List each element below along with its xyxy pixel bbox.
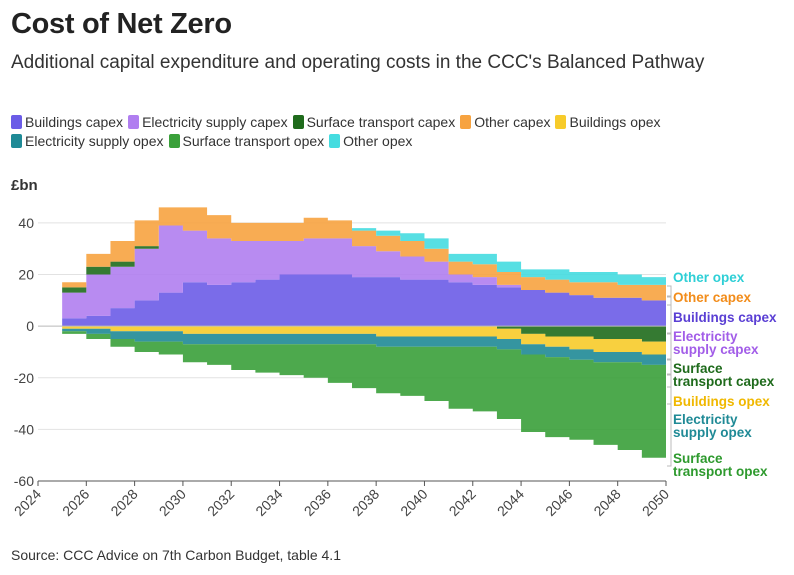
y-tick-label: 0 <box>26 318 34 334</box>
end-label-bracket <box>667 374 672 388</box>
end-label-text: Buildings opex <box>673 394 770 409</box>
legend-item-surface-transport-capex: Surface transport capex <box>292 113 456 132</box>
end-label-text: Surface <box>673 451 723 466</box>
end-label-bracket <box>667 333 672 360</box>
axes: 2024 2026 2028 2030 2032 2034 2036 2038 2040 2042… <box>11 325 672 519</box>
legend-item-electricity-supply-capex: Electricity supply capex <box>128 113 288 132</box>
legend-item-other-capex: Other capex <box>460 113 550 132</box>
legend-label: Buildings opex <box>569 114 661 130</box>
y-tick-label: 20 <box>18 267 34 283</box>
end-label-buildings-capex: Buildings capex <box>667 304 777 334</box>
end-label-text: transport capex <box>673 374 775 389</box>
end-label-text: Buildings capex <box>673 310 777 325</box>
legend-label: Other capex <box>474 114 551 130</box>
x-tick-label: 2030 <box>156 486 189 519</box>
end-label-bracket <box>667 304 672 334</box>
end-label-text: Other opex <box>673 270 745 285</box>
area-surface-transport-opex <box>62 331 666 458</box>
x-tick-label: 2024 <box>11 486 44 519</box>
x-tick-label: 2046 <box>542 486 575 519</box>
area-other-opex <box>62 207 666 285</box>
stacked-areas <box>62 207 666 458</box>
end-label-bracket <box>667 403 672 467</box>
x-tick-label: 2034 <box>252 486 285 519</box>
legend-item-buildings-opex: Buildings opex <box>555 113 661 132</box>
x-tick-label: 2038 <box>349 486 382 519</box>
legend-swatch <box>128 115 140 129</box>
end-label-text: transport opex <box>673 464 768 479</box>
end-label-bracket <box>667 296 672 306</box>
x-tick-label: 2040 <box>397 486 430 519</box>
legend-swatch <box>168 134 180 148</box>
area-electricity-supply-opex <box>62 328 666 365</box>
legend-label: Buildings capex <box>25 114 124 130</box>
end-label-bracket <box>667 386 672 405</box>
y-tick-label: 40 <box>18 215 34 231</box>
y-tick-label: -40 <box>14 421 34 437</box>
legend-swatch <box>292 115 304 129</box>
x-tick-label: 2032 <box>204 486 237 519</box>
end-label-text: Electricity <box>673 329 738 344</box>
area-buildings-opex <box>62 326 666 355</box>
end-label-other-opex: Other opex <box>667 270 745 297</box>
y-axis-unit-label: £bn <box>11 177 38 194</box>
legend-swatch <box>329 134 341 148</box>
end-label-bracket <box>667 359 672 375</box>
end-label-text: supply capex <box>673 342 759 357</box>
chart-title: Cost of Net Zero <box>11 8 232 40</box>
series-end-labels: Other opex Other capex Buildings capex Elec… <box>667 270 777 479</box>
area-electricity-supply-capex <box>62 225 666 319</box>
x-tick-label: 2036 <box>301 486 334 519</box>
y-tick-label: -20 <box>14 370 34 386</box>
legend-label: Electricity supply capex <box>142 114 288 130</box>
legend-swatch <box>11 134 22 148</box>
y-tick-label: -60 <box>14 473 34 489</box>
x-tick-label: 2050 <box>639 486 672 519</box>
end-label-text: supply opex <box>673 425 752 440</box>
x-tick-label: 2042 <box>446 486 479 519</box>
legend-item-buildings-capex: Buildings capex <box>11 113 123 132</box>
legend-swatch <box>460 115 472 129</box>
legend-label: Other opex <box>343 133 413 149</box>
legend-label: Surface transport capex <box>306 114 456 130</box>
end-label-text: Other capex <box>673 290 752 305</box>
area-other-capex <box>62 207 666 301</box>
chart-subtitle: Additional capital expenditure and opera… <box>11 52 705 73</box>
legend-item-surface-transport-opex: Surface transport opex <box>168 132 325 151</box>
chart-legend: Buildings capex Electricity supply capex S… <box>11 113 791 151</box>
x-tick-label: 2044 <box>494 486 527 519</box>
source-note: Source: CCC Advice on 7th Carbon Budget,… <box>11 547 341 563</box>
x-tick-label: 2028 <box>107 486 140 519</box>
legend-item-other-opex: Other opex <box>329 132 412 151</box>
end-label-text: Electricity <box>673 412 738 427</box>
legend-label: Surface transport opex <box>182 133 325 149</box>
legend-item-electricity-supply-opex: Electricity supply opex <box>11 132 164 151</box>
legend-label: Electricity supply opex <box>25 133 164 149</box>
end-label-text: Surface <box>673 361 723 376</box>
x-tick-label: 2026 <box>59 486 92 519</box>
legend-swatch <box>11 115 22 129</box>
x-tick-label: 2048 <box>590 486 623 519</box>
end-label-other-capex: Other capex <box>667 290 752 306</box>
legend-swatch <box>555 115 567 129</box>
end-label-bracket <box>667 285 672 297</box>
